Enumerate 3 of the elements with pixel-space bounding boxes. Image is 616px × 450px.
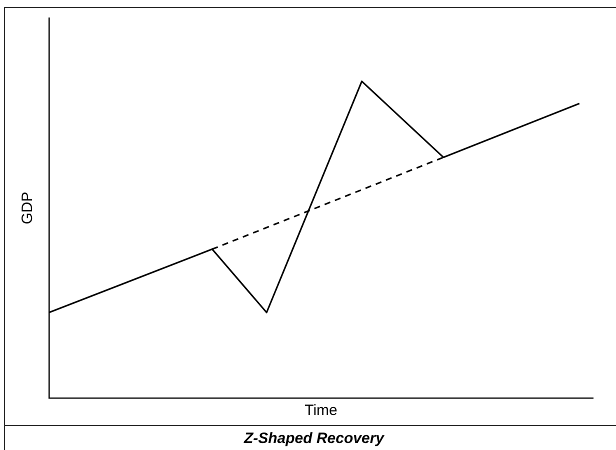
text: Z-Shaped Recovery [5,425,616,447]
x-axis-title: Time [304,402,338,420]
y-axis-title: GDP [19,192,36,224]
